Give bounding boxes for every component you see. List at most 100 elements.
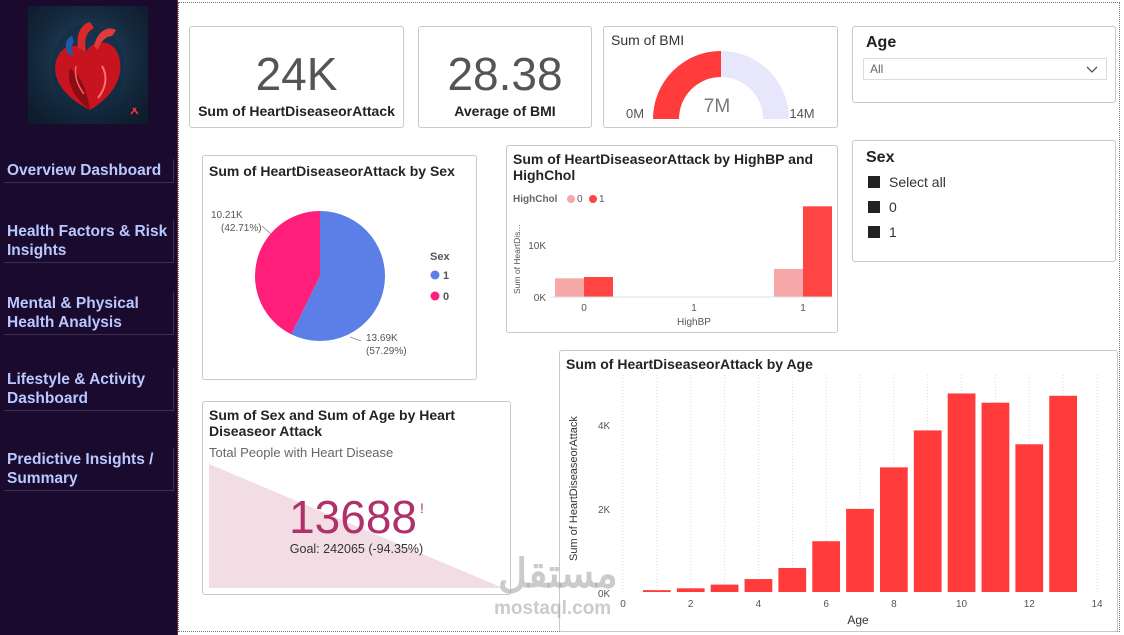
age-bar-5[interactable] <box>778 567 807 592</box>
highbp-xlabel: HighBP <box>677 317 711 328</box>
legend-dot-highchol-1 <box>589 195 597 203</box>
legend-highchol-1: 1 <box>599 194 605 205</box>
x-tick-mid: 1 <box>691 303 697 314</box>
age-bar-4[interactable] <box>744 579 773 592</box>
age-x-tick: 10 <box>956 599 968 610</box>
nav-health-factors[interactable]: Health Factors & Risk Insights <box>4 220 174 263</box>
age-x-tick: 8 <box>891 599 897 610</box>
highbp-bar-0-highchol-0[interactable] <box>555 278 584 297</box>
age-slicer-title: Age <box>866 34 897 51</box>
x-tick-1: 1 <box>800 303 806 314</box>
gauge-min-label: 0M <box>626 106 644 121</box>
gauge-fill <box>653 51 721 119</box>
age-dropdown[interactable]: All <box>863 58 1107 80</box>
gauge-max-label: 14M <box>789 106 814 121</box>
age-x-tick: 12 <box>1024 599 1036 610</box>
sex-slicer-title: Sex <box>866 149 895 166</box>
highbp-bar-1-highchol-0[interactable] <box>774 269 803 297</box>
sex-option-select-all[interactable]: Select all <box>868 174 946 190</box>
pie-legend-1: 1 <box>443 270 449 282</box>
watermark-arabic: مستقل <box>498 552 618 596</box>
age-bar-11[interactable] <box>981 402 1010 592</box>
age-ylabel: Sum of HeartDiseaseorAttack <box>568 416 580 561</box>
legend-dot-highchol-0 <box>567 195 575 203</box>
goal-trend-area <box>209 464 503 588</box>
age-bar-8[interactable] <box>879 467 908 592</box>
nav-overview-dashboard[interactable]: Overview Dashboard <box>4 159 174 183</box>
age-chart-title: Sum of HeartDiseaseorAttack by Age <box>566 356 813 372</box>
legend-dot-1 <box>430 270 440 280</box>
age-x-tick: 4 <box>756 599 762 610</box>
highbp-ylabel: Sum of HeartDis... <box>512 225 522 294</box>
age-slicer[interactable]: Age All <box>852 26 1116 103</box>
pie-label-0-pct: (42.71%) <box>221 223 262 234</box>
pie-slice-1[interactable] <box>291 211 385 341</box>
gauge-value-label: 7M <box>704 96 730 117</box>
x-tick-0: 0 <box>581 303 587 314</box>
anatomical-heart-icon <box>52 22 139 115</box>
age-bar-7[interactable] <box>846 508 874 592</box>
kpi-heart-value: 24K <box>255 48 338 100</box>
nav-predictive-insights[interactable]: Predictive Insights / Summary <box>4 448 174 491</box>
warning-icon: ! <box>420 500 424 516</box>
age-y-tick-2k: 2K <box>598 505 611 516</box>
goal-kpi-value: 13688 <box>289 491 418 543</box>
kpi-heart-label: Sum of HeartDiseaseorAttack <box>198 103 395 119</box>
pie-chart-card[interactable]: Sum of HeartDiseaseorAttack by Sex 10.21… <box>202 155 477 380</box>
sex-slicer[interactable]: Sex Select all 0 1 <box>852 140 1116 262</box>
watermark-latin: mostaql.com <box>494 598 612 619</box>
nav-mental-physical[interactable]: Mental & Physical Health Analysis <box>4 292 174 335</box>
goal-title-1: Sum of Sex and Sum of Age by Heart <box>209 407 456 423</box>
y-tick-10k: 10K <box>528 241 546 252</box>
kpi-card-bmi[interactable]: 28.38 Average of BMI <box>418 26 592 128</box>
kpi-card-heart[interactable]: 24K Sum of HeartDiseaseorAttack <box>189 26 404 128</box>
highbp-bar-0-highchol-1[interactable] <box>584 277 613 297</box>
sex-option-0[interactable]: 0 <box>868 199 897 215</box>
pie-legend-title: Sex <box>430 251 450 263</box>
kpi-bmi-label: Average of BMI <box>454 103 556 119</box>
age-bar-chart: 4K 2K 0K 0 2 4 6 8 10 12 14 Age Sum of HeartDis… <box>568 375 1103 627</box>
age-y-tick-0k: 0K <box>598 589 611 600</box>
nav-lifestyle-activity[interactable]: Lifestyle & Activity Dashboard <box>4 368 174 411</box>
sex-option-1[interactable]: 1 <box>868 224 897 240</box>
age-dropdown-value: All <box>870 62 884 76</box>
highbp-chart-card[interactable]: Sum of HeartDiseaseorAttack by HighBP an… <box>506 145 838 333</box>
chevron-down-icon <box>1086 66 1098 73</box>
age-bar-2[interactable] <box>676 588 705 592</box>
pie-label-1-value: 13.69K <box>366 333 398 344</box>
pie-slice-0[interactable] <box>255 211 320 335</box>
age-y-tick-4k: 4K <box>598 421 611 432</box>
highbp-bar-chart: HighChol 0 1 10K 0K 0 1 1 HighBP Sum of … <box>512 194 833 328</box>
age-bar-6[interactable] <box>812 541 841 592</box>
option-label: Select all <box>889 174 946 190</box>
age-bar-13[interactable] <box>1049 395 1078 592</box>
highbp-bar-1-highchol-1[interactable] <box>803 206 832 297</box>
pie-chart: 10.21K (42.71%) 13.69K (57.29%) Sex 1 0 <box>211 210 450 357</box>
sidebar: Overview Dashboard Health Factors & Risk… <box>0 0 178 635</box>
checkbox-icon[interactable] <box>868 201 880 213</box>
age-bar-12[interactable] <box>1015 444 1044 592</box>
option-label: 1 <box>889 224 897 240</box>
age-x-tick: 14 <box>1091 599 1103 610</box>
heart-logo <box>28 6 148 124</box>
checkbox-icon[interactable] <box>868 226 880 238</box>
age-x-tick: 0 <box>620 599 626 610</box>
checkbox-icon[interactable] <box>868 176 880 188</box>
option-label: 0 <box>889 199 897 215</box>
kpi-bmi-value: 28.38 <box>447 48 563 100</box>
goal-kpi-value-row: 13688! <box>203 490 510 544</box>
gauge-title: Sum of BMI <box>611 32 685 48</box>
age-bar-9[interactable] <box>913 430 942 592</box>
gauge-chart: 7M 0M 14M <box>626 51 815 121</box>
age-bar-10[interactable] <box>947 393 976 592</box>
highbp-chart-title-1: Sum of HeartDiseaseorAttack by HighBP an… <box>513 151 814 167</box>
age-bar-3[interactable] <box>710 584 739 592</box>
goal-kpi-card[interactable]: Sum of Sex and Sum of Age by Heart Disea… <box>202 401 511 595</box>
y-tick-0k: 0K <box>534 293 547 304</box>
age-bar-1[interactable] <box>642 590 671 592</box>
pie-label-1-pct: (57.29%) <box>366 346 407 357</box>
highbp-chart-title-2: HighChol <box>513 167 576 183</box>
gauge-card[interactable]: Sum of BMI 7M 0M 14M <box>603 26 838 128</box>
age-chart-card[interactable]: Sum of HeartDiseaseorAttack by Age 4K 2K… <box>559 350 1118 632</box>
